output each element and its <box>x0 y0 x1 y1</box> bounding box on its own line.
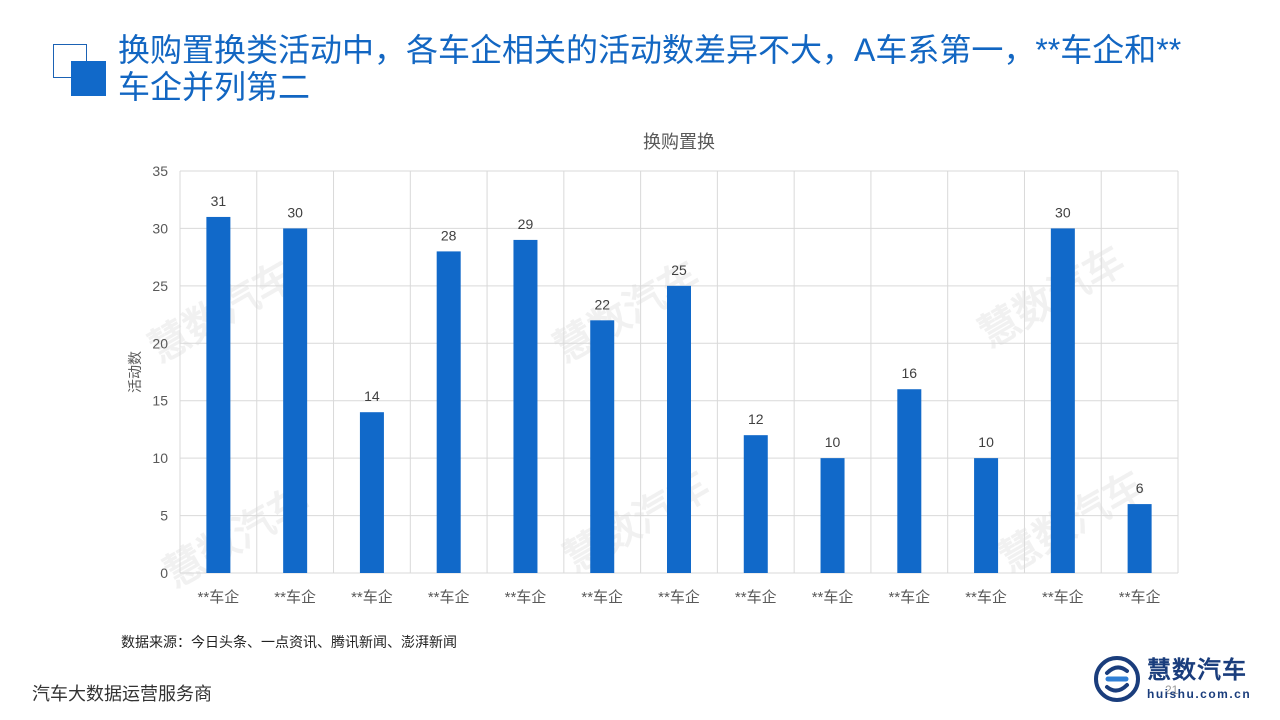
slide-title: 换购置换类活动中，各车企相关的活动数差异不大，A车系第一，**车企和**车企并列… <box>118 32 1182 105</box>
bar <box>974 458 999 573</box>
x-tick-label: **车企 <box>428 588 470 606</box>
data-label: 28 <box>441 227 457 243</box>
data-source-note: 数据来源：今日头条、一点资讯、腾讯新闻、澎湃新闻 <box>121 634 457 650</box>
data-label: 14 <box>364 388 380 404</box>
y-tick-label: 30 <box>152 220 168 236</box>
x-tick-label: **车企 <box>198 588 240 606</box>
bar <box>206 216 231 573</box>
y-tick-label: 15 <box>152 393 168 409</box>
y-tick-label: 10 <box>152 450 168 466</box>
bar <box>743 435 768 573</box>
y-tick-label: 35 <box>152 163 168 179</box>
bar <box>897 389 922 573</box>
bar <box>1050 228 1075 573</box>
x-tick-label: **车企 <box>351 588 393 606</box>
data-label: 10 <box>825 434 841 450</box>
x-tick-label: **车企 <box>1119 588 1161 606</box>
x-tick-label: **车企 <box>581 588 623 606</box>
x-tick-label: **车企 <box>658 588 700 606</box>
data-label: 12 <box>748 411 764 427</box>
bar <box>820 458 845 573</box>
bar <box>436 251 461 573</box>
data-label: 10 <box>978 434 994 450</box>
logo-name: 慧数汽车 <box>1147 657 1247 684</box>
data-label: 16 <box>902 365 918 381</box>
data-label: 25 <box>671 262 687 278</box>
filled-square-icon <box>71 61 106 96</box>
bar <box>513 239 538 573</box>
x-tick-label: **车企 <box>735 588 777 606</box>
y-tick-label: 25 <box>152 278 168 294</box>
data-label: 29 <box>518 216 534 232</box>
page-number: 21 <box>1165 683 1179 697</box>
y-tick-label: 0 <box>160 565 168 581</box>
logo-mark-icon <box>1094 656 1140 702</box>
x-tick-label: **车企 <box>505 588 547 606</box>
company-logo: 慧数汽车 huishu.com.cn <box>1093 655 1263 705</box>
data-label: 30 <box>1055 204 1071 220</box>
bar <box>359 412 384 573</box>
data-label: 30 <box>287 204 303 220</box>
footer-tagline: 汽车大数据运营服务商 <box>32 684 212 704</box>
x-tick-label: **车企 <box>888 588 930 606</box>
y-tick-label: 5 <box>160 508 168 524</box>
data-label: 22 <box>594 296 610 312</box>
bar <box>283 228 308 573</box>
bar <box>1127 504 1152 573</box>
chart-title: 换购置换 <box>643 132 715 152</box>
logo-url: huishu.com.cn <box>1147 687 1252 701</box>
x-tick-label: **车企 <box>274 588 316 606</box>
y-axis-label: 活动数 <box>127 351 143 393</box>
y-tick-label: 20 <box>152 335 168 351</box>
x-tick-label: **车企 <box>1042 588 1084 606</box>
data-label: 31 <box>211 193 227 209</box>
bar <box>667 285 691 573</box>
bar-chart: 0 5 10 15 20 25 30 35 31 **车企 30 **车企 14 **车企 28 **车企 29… <box>127 132 1179 606</box>
x-tick-label: **车企 <box>812 588 854 606</box>
title-decoration-icon <box>53 44 109 100</box>
data-label: 6 <box>1136 480 1144 496</box>
x-tick-label: **车企 <box>965 588 1007 606</box>
bar <box>590 320 615 573</box>
